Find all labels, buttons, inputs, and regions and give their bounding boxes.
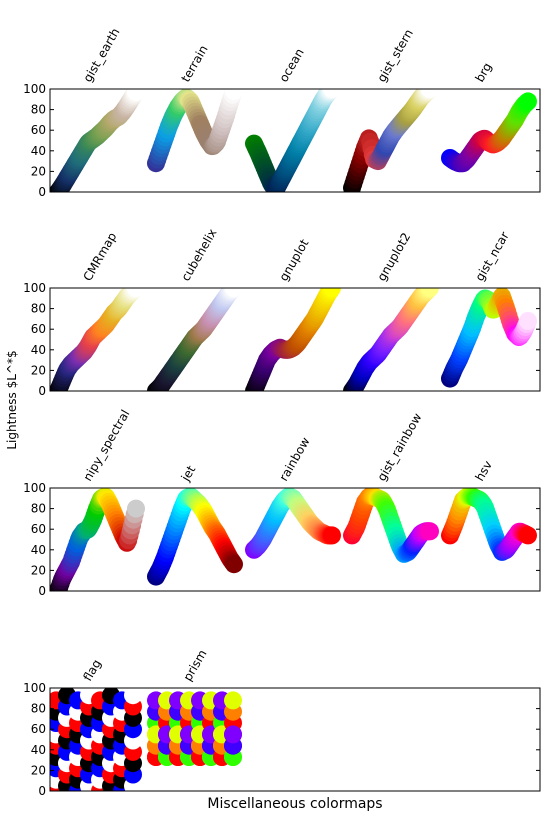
colormap-label: gnuplot2: [374, 230, 413, 283]
y-tick-label: 100: [23, 281, 46, 295]
colormap-label: flag: [80, 657, 103, 684]
colormap-label: gist_stern: [374, 27, 415, 85]
panel-marks: [50, 89, 537, 192]
y-tick-label: 60: [31, 722, 46, 736]
rainbow-point: [323, 526, 341, 545]
y-tick-label: 0: [38, 384, 46, 398]
panel-marks: [50, 488, 537, 591]
flag-point: [124, 688, 142, 705]
gnuplot-point: [323, 288, 341, 297]
panel-2: CMRmap cubehelix gnuplot gnuplot2 gist_ncar 0…: [23, 226, 541, 398]
colormap-label: terrain: [178, 43, 210, 85]
y-tick-label: 40: [31, 343, 46, 357]
y-tick-label: 100: [23, 481, 46, 495]
y-tick-label: 60: [31, 522, 46, 536]
y-tick-label: 0: [38, 784, 46, 798]
colormap-label: gist_rainbow: [374, 411, 424, 484]
axes-frame: [49, 287, 541, 392]
colormap-label: gist_earth: [80, 26, 122, 85]
y-tick-label: 80: [31, 302, 46, 316]
gist_ncar-point: [519, 312, 537, 330]
colormap-label: prism: [180, 647, 209, 683]
x-axis-label: Miscellaneous colormaps: [207, 796, 382, 812]
y-tick-label: 100: [23, 82, 46, 96]
colormap-label: gnuplot: [276, 237, 311, 284]
prism-point: [224, 691, 242, 710]
y-tick-label: 0: [38, 584, 46, 598]
colormap-label: rainbow: [276, 435, 312, 484]
gnuplot2-point: [421, 288, 439, 297]
y-tick-label: 40: [31, 543, 46, 557]
axes-frame: [49, 487, 541, 592]
gist_earth-point: [127, 89, 145, 102]
y-tick-label: 0: [38, 185, 46, 199]
cubehelix-point: [225, 288, 243, 297]
y-tick-label: 60: [31, 322, 46, 336]
ocean-point: [323, 89, 341, 98]
CMRmap-point: [127, 288, 145, 297]
nipy_spectral-point: [127, 499, 145, 518]
brg-point: [519, 92, 537, 111]
jet-point: [225, 555, 243, 574]
prism-point: [224, 725, 242, 744]
y-tick-label: 60: [31, 123, 46, 137]
y-tick-label: 20: [31, 164, 46, 178]
y-tick-label: 80: [31, 103, 46, 117]
colormap-label: nipy_spectral: [80, 407, 132, 483]
colormap-label: hsv: [472, 458, 495, 483]
y-tick-label: 20: [31, 363, 46, 377]
gist_stern-point: [421, 89, 439, 98]
y-tick-label: 20: [31, 763, 46, 777]
colormap-label: CMRmap: [80, 230, 119, 284]
terrain-point: [225, 89, 243, 101]
colormap-label: brg: [472, 60, 494, 84]
y-tick-label: 80: [31, 702, 46, 716]
gist_rainbow-point: [421, 522, 439, 541]
y-tick-label: 100: [23, 681, 46, 695]
y-tick-label: 40: [31, 743, 46, 757]
axes-frame: [49, 88, 541, 193]
y-tick-label: 80: [31, 502, 46, 516]
colormap-label: jet: [178, 463, 198, 484]
panel-marks: [50, 688, 242, 791]
panel-4: flag prism 0 20 40 60 80 100: [23, 647, 541, 798]
colormap-label: ocean: [276, 46, 306, 84]
hsv-point: [519, 526, 537, 545]
colormap-label: gist_ncar: [472, 229, 511, 283]
panel-marks: [50, 288, 537, 391]
colormap-label: cubehelix: [178, 226, 219, 283]
axes-frame: [49, 687, 541, 792]
y-axis-label: Lightness $L^*$: [5, 350, 19, 449]
y-tick-label: 20: [31, 563, 46, 577]
y-tick-label: 40: [31, 144, 46, 158]
